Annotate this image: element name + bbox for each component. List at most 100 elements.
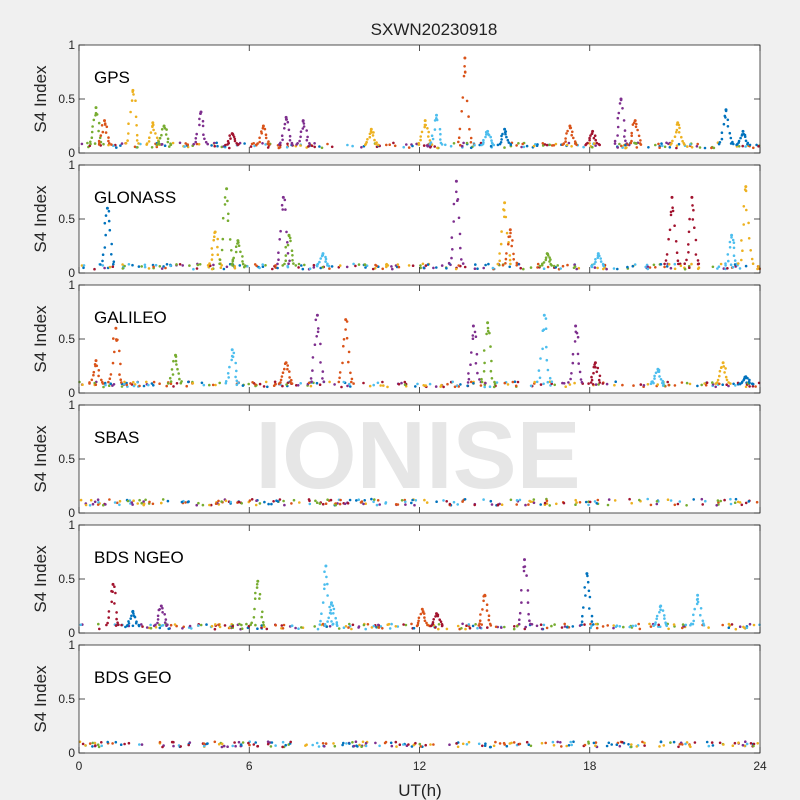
- baseline-point: [473, 143, 476, 147]
- baseline-point: [388, 143, 392, 146]
- burst-point: [127, 622, 131, 625]
- baseline-point: [567, 141, 571, 145]
- baseline-point: [711, 381, 714, 384]
- baseline-point: [646, 497, 649, 501]
- burst-point: [746, 142, 749, 146]
- burst-point: [461, 262, 465, 265]
- baseline-point: [678, 743, 682, 746]
- burst-point: [526, 589, 530, 592]
- baseline-point: [313, 625, 317, 628]
- burst-point: [208, 262, 211, 265]
- burst-point: [587, 382, 590, 385]
- burst-peak-point: [435, 612, 438, 616]
- burst-point: [678, 126, 681, 130]
- baseline-point: [191, 382, 195, 385]
- burst-point: [457, 140, 460, 144]
- burst-point: [635, 122, 638, 126]
- burst-point: [323, 583, 326, 586]
- burst-point: [235, 379, 239, 383]
- burst-point: [485, 332, 488, 336]
- burst-point: [114, 591, 117, 595]
- burst-point: [250, 621, 253, 625]
- baseline-point: [140, 265, 143, 268]
- burst-point: [203, 137, 206, 141]
- burst-point: [115, 339, 118, 342]
- burst-point: [673, 135, 677, 138]
- baseline-point: [481, 744, 484, 748]
- burst-point: [230, 262, 233, 266]
- baseline-point: [705, 740, 709, 744]
- burst-point: [653, 623, 657, 626]
- baseline-point: [737, 145, 741, 148]
- burst-point: [639, 143, 643, 146]
- baseline-point: [532, 501, 536, 505]
- burst-point: [311, 369, 314, 372]
- baseline-point: [591, 145, 594, 149]
- baseline-point: [715, 504, 718, 507]
- baseline-point: [387, 622, 391, 626]
- baseline-point: [741, 144, 744, 148]
- burst-point: [283, 262, 286, 266]
- baseline-point: [297, 627, 300, 630]
- baseline-point: [527, 743, 531, 746]
- burst-point: [571, 130, 574, 134]
- burst-point: [280, 203, 284, 207]
- baseline-point: [606, 503, 610, 507]
- baseline-point: [266, 740, 270, 743]
- burst-point: [175, 363, 178, 366]
- burst-point: [226, 219, 230, 222]
- burst-point: [212, 238, 215, 242]
- burst-point: [321, 601, 325, 604]
- baseline-point: [552, 744, 556, 747]
- baseline-point: [513, 380, 517, 384]
- baseline-point: [492, 744, 496, 748]
- burst-point: [323, 587, 326, 591]
- burst-point: [654, 621, 657, 624]
- baseline-point: [328, 380, 331, 384]
- burst-point: [100, 124, 104, 127]
- burst-point: [699, 613, 702, 617]
- baseline-point: [707, 626, 710, 629]
- burst-point: [471, 337, 475, 341]
- burst-point: [226, 139, 230, 143]
- baseline-point: [710, 146, 713, 150]
- baseline-point: [276, 500, 280, 503]
- burst-point: [107, 610, 111, 613]
- baseline-point: [152, 380, 156, 384]
- baseline-point: [726, 267, 729, 270]
- x-tick-label: 18: [583, 759, 597, 773]
- baseline-point: [748, 385, 751, 388]
- burst-point: [332, 612, 335, 615]
- baseline-point: [208, 383, 211, 387]
- baseline-point: [163, 144, 167, 147]
- burst-point: [283, 127, 286, 130]
- burst-peak-point: [593, 361, 597, 365]
- baseline-point: [561, 264, 565, 268]
- burst-point: [537, 369, 541, 372]
- panel-label: SBAS: [94, 428, 139, 447]
- baseline-point: [616, 146, 619, 149]
- baseline-point: [448, 502, 452, 506]
- baseline-point: [260, 626, 263, 629]
- baseline-point: [308, 502, 312, 506]
- burst-point: [742, 223, 745, 226]
- burst-point: [724, 262, 727, 265]
- baseline-point: [550, 382, 553, 386]
- burst-point: [227, 376, 230, 379]
- burst-point: [541, 347, 544, 351]
- burst-point: [720, 366, 723, 369]
- baseline-point: [265, 627, 269, 631]
- burst-point: [658, 610, 661, 614]
- burst-peak-point: [596, 252, 600, 256]
- baseline-point: [660, 144, 664, 148]
- baseline-point: [518, 498, 522, 502]
- burst-point: [613, 139, 617, 143]
- burst-peak-point: [225, 187, 229, 191]
- burst-peak-point: [420, 607, 424, 611]
- burst-point: [229, 137, 232, 140]
- baseline-point: [181, 264, 184, 267]
- burst-point: [589, 134, 592, 137]
- panel-label: GLONASS: [94, 188, 176, 207]
- burst-point: [98, 136, 102, 140]
- baseline-point: [503, 743, 507, 746]
